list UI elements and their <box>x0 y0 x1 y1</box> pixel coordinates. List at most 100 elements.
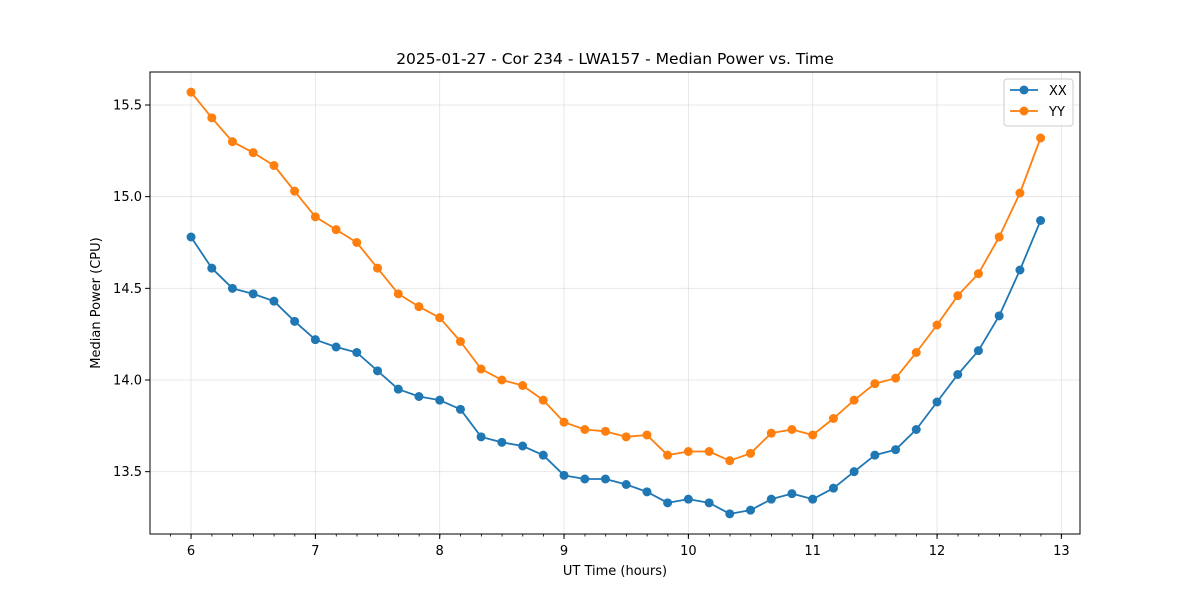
series-layer <box>186 87 1046 519</box>
data-point-xx <box>497 437 507 447</box>
axes: 6 7 8 9 10 11 12 13 13.5 14.0 14.5 15.0 15.5 <box>113 99 1070 560</box>
data-point-yy <box>808 430 818 440</box>
data-point-xx <box>538 450 548 460</box>
data-point-xx <box>248 289 258 299</box>
data-point-yy <box>787 425 797 434</box>
y-tick-label: 15.0 <box>113 190 142 205</box>
legend-label-xx: XX <box>1049 84 1067 99</box>
data-point-yy <box>725 456 735 466</box>
data-point-xx <box>849 467 859 477</box>
data-point-yy <box>766 428 776 438</box>
data-point-yy <box>621 432 631 442</box>
data-point-xx <box>455 404 465 414</box>
data-point-yy <box>435 313 445 323</box>
chart-title: 2025-01-27 - Cor 234 - LWA157 - Median P… <box>396 50 834 68</box>
data-point-xx <box>953 370 963 379</box>
legend: XX YY <box>1003 78 1074 127</box>
y-tick-label: 14.5 <box>113 282 142 297</box>
data-point-xx <box>373 366 383 376</box>
data-point-xx <box>580 474 590 484</box>
data-point-yy <box>953 291 963 301</box>
data-point-xx <box>725 509 735 519</box>
data-point-yy <box>352 238 362 247</box>
data-point-yy <box>973 269 983 279</box>
data-point-yy <box>870 379 880 389</box>
data-point-yy <box>518 381 528 390</box>
x-tick-label: 6 <box>187 544 195 559</box>
y-tick-label: 13.5 <box>113 465 142 480</box>
data-point-xx <box>393 384 403 394</box>
data-point-yy <box>290 186 300 196</box>
data-point-yy <box>414 302 424 312</box>
data-point-xx <box>828 483 838 493</box>
data-point-xx <box>352 348 362 357</box>
data-point-xx <box>663 498 673 508</box>
data-point-yy <box>207 113 217 123</box>
data-point-yy <box>683 447 693 456</box>
legend-marker-yy <box>1019 106 1029 116</box>
data-point-xx <box>787 489 797 499</box>
x-tick-label: 11 <box>804 544 821 559</box>
data-point-xx <box>1036 216 1046 225</box>
data-point-yy <box>310 212 320 222</box>
x-tick-label: 10 <box>680 544 697 559</box>
data-point-xx <box>642 487 652 497</box>
x-tick-label: 13 <box>1053 544 1070 559</box>
data-point-xx <box>331 342 341 352</box>
data-point-yy <box>1015 188 1025 198</box>
data-point-yy <box>497 375 507 385</box>
data-point-yy <box>849 395 859 405</box>
data-point-yy <box>476 364 486 374</box>
data-point-xx <box>269 296 279 306</box>
data-point-xx <box>310 335 320 345</box>
grid <box>150 72 1080 534</box>
data-point-xx <box>870 450 880 460</box>
data-point-yy <box>393 289 403 299</box>
x-tick-label: 12 <box>929 544 946 559</box>
data-point-yy <box>600 426 610 436</box>
x-axis-label: UT Time (hours) <box>563 564 667 579</box>
data-point-yy <box>891 373 901 383</box>
data-point-yy <box>455 337 465 346</box>
data-point-xx <box>1015 265 1025 275</box>
data-point-xx <box>973 346 983 356</box>
data-point-yy <box>828 414 838 423</box>
data-point-xx <box>766 494 776 504</box>
legend-label-yy: YY <box>1048 105 1065 120</box>
data-point-xx <box>621 480 631 489</box>
data-point-yy <box>559 417 569 427</box>
x-tick-label: 8 <box>436 544 444 559</box>
data-point-yy <box>227 137 237 147</box>
data-point-xx <box>290 316 300 326</box>
data-point-xx <box>746 505 756 515</box>
data-point-yy <box>932 320 942 330</box>
data-point-yy <box>331 225 341 235</box>
data-point-xx <box>994 311 1004 321</box>
data-point-yy <box>704 447 714 456</box>
data-point-xx <box>683 494 693 504</box>
data-point-xx <box>704 498 714 508</box>
series-xx <box>186 216 1046 519</box>
data-point-xx <box>518 441 528 451</box>
data-point-yy <box>1036 133 1046 143</box>
data-point-xx <box>414 392 424 401</box>
data-point-xx <box>600 474 610 484</box>
data-point-xx <box>476 432 486 442</box>
data-point-xx <box>227 283 237 293</box>
data-point-xx <box>932 397 942 407</box>
plot-area-frame <box>149 71 1081 535</box>
data-point-yy <box>911 348 921 357</box>
data-point-yy <box>580 425 590 434</box>
data-point-yy <box>186 87 196 97</box>
data-point-yy <box>248 148 258 158</box>
data-point-xx <box>911 425 921 434</box>
data-point-yy <box>746 448 756 458</box>
data-point-xx <box>559 470 569 480</box>
x-tick-label: 7 <box>311 544 319 559</box>
data-point-yy <box>269 161 279 170</box>
data-point-yy <box>663 450 673 460</box>
y-axis-label: Median Power (CPU) <box>89 237 104 368</box>
data-point-xx <box>186 232 196 242</box>
